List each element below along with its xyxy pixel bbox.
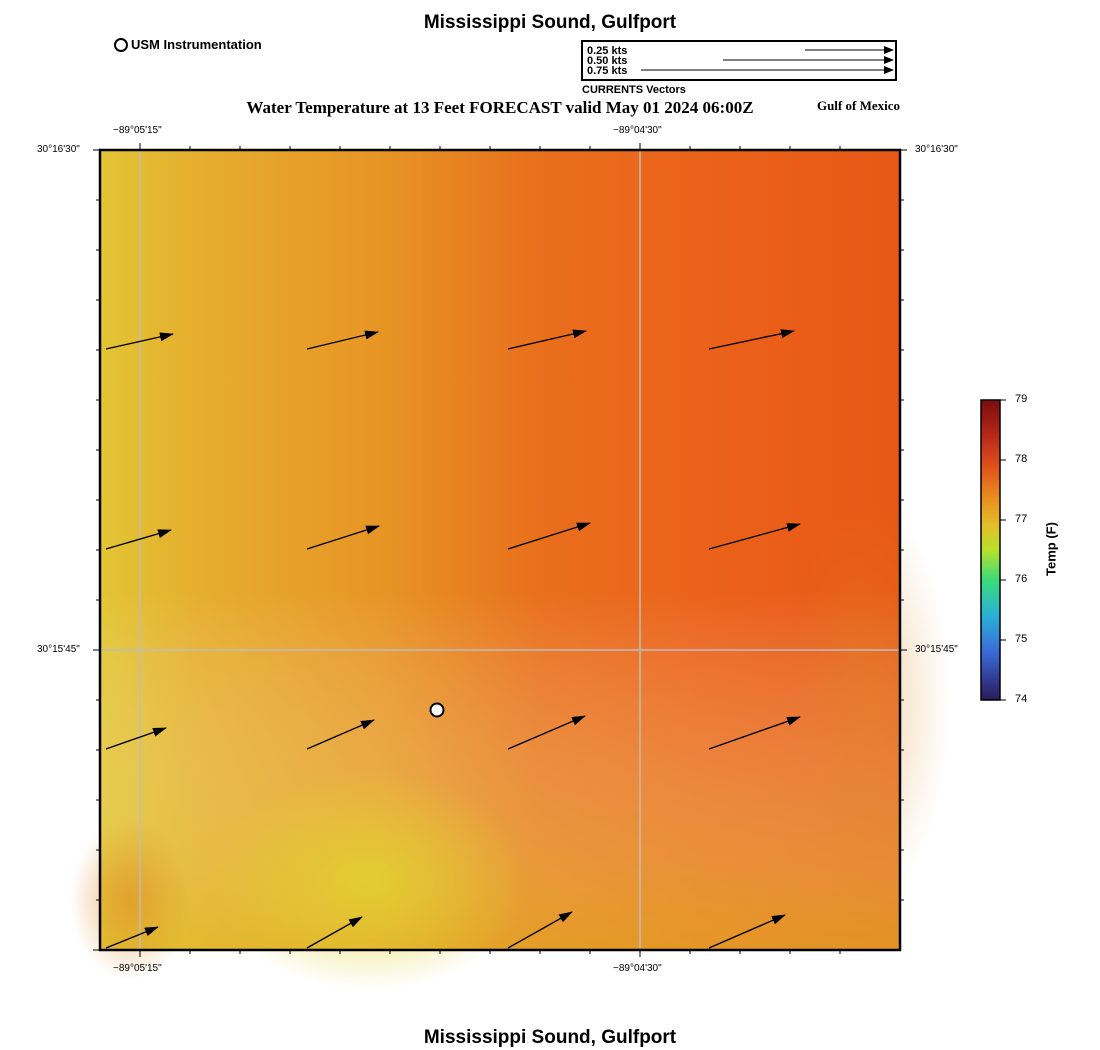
vector-scale-legend: 0.25 kts 0.50 kts 0.75 kts: [581, 40, 897, 81]
current-vector: [306, 916, 363, 949]
current-vector: [507, 715, 586, 750]
current-vector: [708, 716, 801, 750]
graticule: [100, 150, 900, 950]
colorbar-tick-label: 79: [1015, 393, 1028, 405]
lat-label-right-2: 30°15'45": [915, 644, 958, 655]
colorbar-tick-label: 78: [1015, 453, 1028, 465]
current-vector: [507, 522, 591, 550]
current-vector: [708, 914, 786, 949]
frame-ticks: [93, 143, 907, 957]
current-vectors: [105, 329, 801, 949]
station-marker-icon: [114, 37, 128, 52]
current-vector: [105, 926, 159, 949]
colorbar-label: Temp (F): [1043, 522, 1059, 576]
lat-label-right-1: 30°16'30": [915, 144, 958, 155]
current-vector: [306, 719, 375, 750]
footer-title: Mississippi Sound, Gulfport: [423, 1027, 677, 1048]
current-vector: [105, 332, 174, 350]
vector-label-050: 0.50 kts: [587, 55, 628, 67]
current-vector: [507, 329, 587, 350]
lon-label-bottom-2: −89°04'30": [613, 963, 662, 974]
station-marker: [429, 702, 445, 718]
station-legend: USM Instrumentation: [114, 37, 262, 52]
lon-label-top-2: −89°04'30": [613, 125, 662, 136]
map-title: Mississippi Sound, Gulfport: [423, 12, 677, 33]
current-vector: [306, 330, 379, 350]
current-vector: [105, 727, 167, 750]
colorbar-tick-label: 77: [1015, 513, 1028, 525]
vector-label-025: 0.25 kts: [587, 45, 628, 57]
vector-scale-arrows: [641, 46, 894, 74]
station-legend-label: USM Instrumentation: [131, 37, 262, 52]
lon-label-bottom-1: −89°05'15": [113, 963, 162, 974]
lon-label-top-1: −89°05'15": [113, 125, 162, 136]
current-vector: [306, 525, 380, 550]
lat-label-left-2: 30°15'45": [37, 644, 80, 655]
colorbar-ticks: [1000, 399, 1006, 701]
colorbar-tick-label: 74: [1015, 693, 1028, 705]
region-label: Gulf of Mexico: [816, 98, 900, 113]
lat-label-left-1: 30°16'30": [37, 144, 80, 155]
current-vector: [105, 529, 172, 550]
colorbar: [980, 399, 1001, 701]
vector-caption: CURRENTS Vectors: [582, 84, 686, 96]
colorbar-tick-label: 76: [1015, 573, 1028, 585]
colorbar-tick-label: 75: [1015, 633, 1028, 645]
map-subtitle: Water Temperature at 13 Feet FORECAST va…: [246, 98, 754, 117]
vector-label-075: 0.75 kts: [587, 65, 628, 77]
current-vector: [708, 329, 795, 350]
current-vector: [708, 523, 801, 550]
current-vector: [507, 911, 573, 949]
